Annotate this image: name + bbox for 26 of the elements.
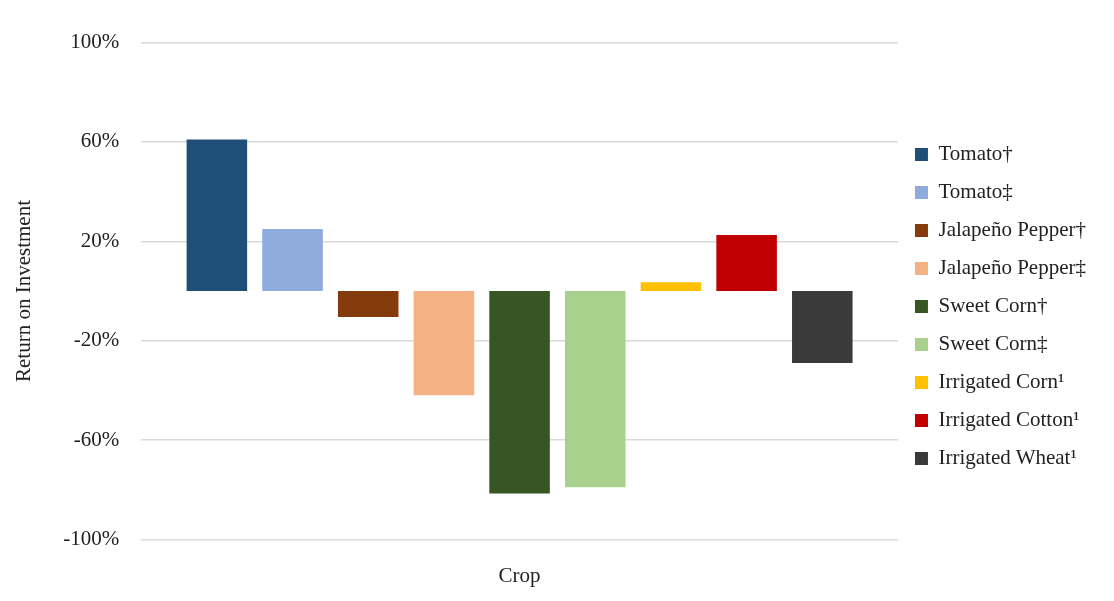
y-tick-label: -100%: [63, 525, 120, 550]
bar: [337, 291, 399, 318]
bar: [262, 228, 323, 291]
legend-label: Sweet Corn‡: [938, 331, 1048, 356]
legend-label: Irrigated Cotton¹: [938, 407, 1080, 432]
legend-label: Sweet Corn†: [938, 293, 1048, 318]
bar: [489, 291, 550, 494]
y-axis-title: Return on Investment: [11, 199, 36, 382]
y-tick-label: -60%: [73, 426, 120, 451]
y-tick-label: 20%: [80, 227, 120, 252]
y-tick-label: 100%: [70, 29, 120, 54]
bar: [413, 291, 475, 396]
legend-label: Tomato‡: [938, 179, 1013, 204]
y-tick-label: 60%: [80, 128, 120, 153]
y-tick-label: -20%: [73, 327, 120, 352]
legend-label: Jalapeño Pepper‡: [938, 255, 1087, 280]
legend-label: Irrigated Corn¹: [938, 369, 1065, 394]
legend-label: Irrigated Wheat¹: [938, 445, 1077, 470]
bar: [186, 139, 248, 291]
x-axis-title: Crop: [498, 562, 541, 587]
bar: [792, 291, 853, 364]
bar: [640, 282, 702, 291]
bar: [564, 291, 626, 488]
legend-label: Tomato†: [938, 141, 1013, 166]
bar: [716, 235, 777, 291]
legend-label: Jalapeño Pepper†: [938, 217, 1087, 242]
